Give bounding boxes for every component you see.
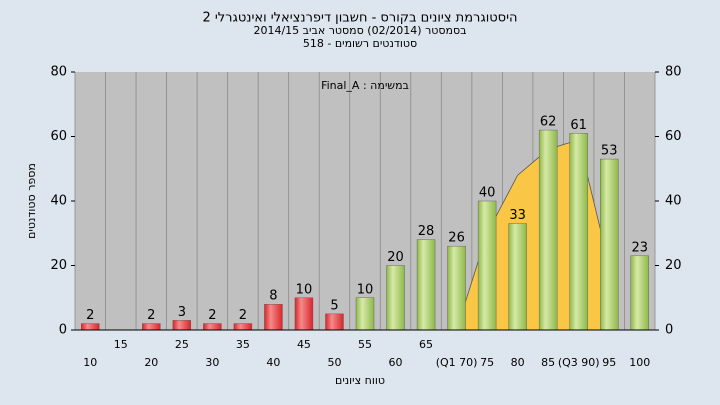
x-tick-label: (Q1 70): [436, 356, 478, 369]
bar: [81, 323, 100, 331]
x-tick-label: 50: [327, 356, 341, 369]
value-label: 10: [357, 282, 374, 297]
x-tick-label: 15: [114, 338, 128, 351]
value-label: 2: [208, 308, 216, 323]
y-tick-label: 40: [50, 194, 67, 209]
value-label: 33: [509, 208, 526, 223]
y-tick-label: 20: [50, 258, 67, 273]
x-tick-label: 60: [389, 356, 403, 369]
value-label: 2: [147, 308, 155, 323]
bar: [203, 323, 222, 331]
bar: [233, 323, 253, 331]
bar: [508, 223, 527, 331]
value-label: 23: [631, 240, 648, 255]
x-tick-label: 10: [83, 356, 97, 369]
value-label: 20: [387, 250, 404, 265]
x-tick-label: 45: [297, 338, 311, 351]
bar: [600, 158, 619, 331]
value-label: 40: [479, 186, 496, 201]
bar: [416, 239, 436, 331]
bar: [477, 200, 497, 331]
x-tick-label: 25: [175, 338, 189, 351]
value-label: 3: [178, 305, 186, 320]
x-tick-label: 55: [358, 338, 372, 351]
bar: [294, 297, 314, 331]
x-tick-label: 65: [419, 338, 433, 351]
x-tick-label: 95: [602, 356, 616, 369]
y-tick-label: 0: [59, 323, 67, 338]
y2-tick-label: 80: [665, 65, 682, 80]
value-label: 8: [269, 289, 277, 304]
x-tick-label: 30: [205, 356, 219, 369]
bar: [264, 304, 283, 331]
annotation: Final_A : במשימה: [321, 79, 409, 92]
value-label: 5: [330, 298, 338, 313]
chart-title: היסטוגרמת ציונים בקורס - חשבון דיפרנציאל…: [202, 11, 517, 26]
bar: [325, 313, 344, 331]
bar: [355, 297, 375, 331]
y-axis-title: מספר סטודנטים: [25, 163, 38, 239]
x-tick-label: 40: [266, 356, 280, 369]
value-label: 61: [570, 118, 587, 133]
value-label: 10: [296, 282, 313, 297]
value-label: 53: [601, 144, 618, 159]
value-label: 2: [86, 308, 94, 323]
x-tick-label: 85: [541, 356, 555, 369]
bar: [538, 129, 558, 331]
value-label: 28: [418, 224, 435, 239]
y-tick-label: 80: [50, 65, 67, 80]
y2-tick-label: 40: [665, 194, 682, 209]
y-tick-label: 60: [50, 129, 67, 144]
value-label: 2: [239, 308, 247, 323]
chart-subtitle: בסמסטר (02/2014) סמסטר אביב 2014/15: [253, 24, 466, 37]
x-tick-label: (Q3 90): [558, 356, 600, 369]
x-tick-label: 80: [511, 356, 525, 369]
x-tick-label: 75: [480, 356, 494, 369]
y2-tick-label: 20: [665, 258, 682, 273]
value-label: 26: [448, 231, 465, 246]
y2-tick-label: 0: [665, 323, 673, 338]
x-tick-label: 20: [144, 356, 158, 369]
chart-subtitle: סטודנטים רשומים - 518: [303, 37, 417, 50]
bar: [142, 323, 161, 331]
x-axis-title: טווח ציונים: [335, 374, 385, 387]
bar: [386, 265, 405, 331]
y2-tick-label: 60: [665, 129, 682, 144]
bar: [447, 245, 466, 331]
value-label: 62: [540, 115, 557, 130]
x-tick-label: 100: [629, 356, 650, 369]
x-tick-label: 35: [236, 338, 250, 351]
bar: [569, 133, 588, 331]
bar: [630, 255, 649, 331]
bar: [172, 320, 192, 331]
